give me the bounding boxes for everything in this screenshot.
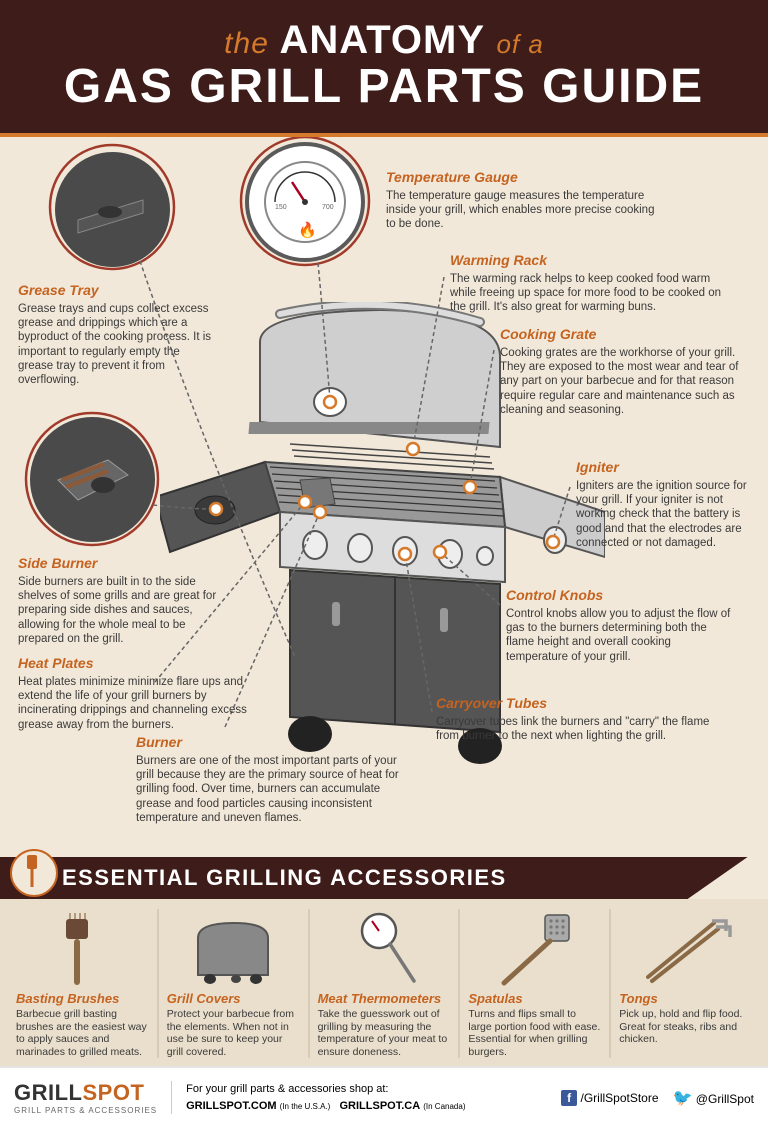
temp-gauge-text: The temperature gauge measures the tempe… bbox=[386, 189, 656, 232]
facebook-handle: /GrillSpotStore bbox=[581, 1091, 659, 1105]
temp-gauge-callout: Temperature Gauge The temperature gauge … bbox=[386, 169, 656, 232]
accessory-text: Turns and flips small to large portion f… bbox=[468, 1008, 601, 1058]
flame-icon: 🔥 bbox=[298, 221, 317, 239]
accessory-text: Barbecue grill basting brushes are the e… bbox=[16, 1008, 149, 1058]
warming-rack-title: Warming Rack bbox=[450, 252, 730, 270]
social-links: f /GrillSpotStore 🐦 @GrillSpot bbox=[561, 1088, 754, 1108]
warming-rack-callout: Warming Rack The warming rack helps to k… bbox=[450, 252, 730, 315]
svg-text:700: 700 bbox=[322, 204, 334, 211]
accessory-text: Take the guesswork out of grilling by me… bbox=[318, 1008, 451, 1058]
side-burner-detail-circle bbox=[30, 417, 155, 542]
accessories-grid: Basting Brushes Barbecue grill basting b… bbox=[0, 899, 768, 1066]
side-burner-text: Side burners are built in to the side sh… bbox=[18, 575, 228, 647]
facebook-icon: f bbox=[561, 1090, 577, 1106]
control-knobs-title: Control Knobs bbox=[506, 587, 736, 605]
accessory-text: Pick up, hold and flip food. Great for s… bbox=[619, 1008, 752, 1046]
grill-cover-icon bbox=[167, 909, 300, 991]
diagram-area: 150 700 🔥 bbox=[0, 137, 768, 857]
burner-title: Burner bbox=[136, 734, 411, 752]
temp-gauge-title: Temperature Gauge bbox=[386, 169, 656, 187]
facebook-link[interactable]: f /GrillSpotStore bbox=[561, 1090, 658, 1106]
knob bbox=[303, 531, 327, 559]
grill-lid-group bbox=[248, 305, 500, 447]
heat-plate-peek bbox=[300, 478, 335, 508]
carryover-tubes-title: Carryover Tubes bbox=[436, 695, 726, 713]
basting-brush-icon bbox=[16, 909, 149, 991]
side-burner-callout: Side Burner Side burners are built in to… bbox=[18, 555, 228, 646]
shop-ca-link[interactable]: GRILLSPOT.CA bbox=[340, 1100, 421, 1112]
side-burner-hole bbox=[195, 496, 235, 524]
heat-plates-text: Heat plates minimize minimize flare ups … bbox=[18, 675, 248, 733]
tongs-icon bbox=[619, 909, 752, 991]
igniter-callout: Igniter Igniters are the ignition source… bbox=[576, 459, 751, 550]
temperature-gauge-detail: 150 700 🔥 bbox=[245, 142, 365, 262]
cooking-grate-text: Cooking grates are the workhorse of your… bbox=[500, 346, 745, 418]
control-knobs-callout: Control Knobs Control knobs allow you to… bbox=[506, 587, 736, 664]
spatula-icon bbox=[24, 855, 40, 887]
accessory-title: Meat Thermometers bbox=[318, 991, 451, 1006]
igniter-knob bbox=[477, 547, 493, 565]
title-line2: GAS GRILL PARTS GUIDE bbox=[12, 63, 756, 111]
title-header: the ANATOMY of a GAS GRILL PARTS GUIDE bbox=[0, 0, 768, 137]
spatula-icon bbox=[468, 909, 601, 991]
accessory-item: Spatulas Turns and flips small to large … bbox=[460, 909, 611, 1058]
brand-logo: GRILLSPOT GRILL PARTS & ACCESSORIES bbox=[14, 1080, 157, 1115]
brand-name-grill: GRILL bbox=[14, 1080, 83, 1105]
heat-plates-callout: Heat Plates Heat plates minimize minimiz… bbox=[18, 655, 248, 732]
accessory-item: Meat Thermometers Take the guesswork out… bbox=[310, 909, 461, 1058]
burner-callout: Burner Burners are one of the most impor… bbox=[136, 734, 411, 825]
accessories-header: ESSENTIAL GRILLING ACCESSORIES bbox=[0, 857, 768, 899]
shop-intro: For your grill parts & accessories shop … bbox=[186, 1081, 465, 1098]
accessory-item: Grill Covers Protect your barbecue from … bbox=[159, 909, 310, 1058]
accessory-title: Basting Brushes bbox=[16, 991, 149, 1006]
grease-tray-title: Grease Tray bbox=[18, 282, 213, 300]
twitter-handle: @GrillSpot bbox=[696, 1092, 754, 1106]
side-knob bbox=[544, 527, 566, 553]
accessories-title: ESSENTIAL GRILLING ACCESSORIES bbox=[62, 865, 507, 890]
carryover-tubes-text: Carryover tubes link the burners and "ca… bbox=[436, 715, 726, 744]
accessory-title: Tongs bbox=[619, 991, 752, 1006]
carryover-tubes-callout: Carryover Tubes Carryover tubes link the… bbox=[436, 695, 726, 743]
igniter-title: Igniter bbox=[576, 459, 751, 477]
accessory-item: Tongs Pick up, hold and flip food. Great… bbox=[611, 909, 760, 1058]
brand-tagline: GRILL PARTS & ACCESSORIES bbox=[14, 1106, 157, 1115]
grease-tray-text: Grease trays and cups collect excess gre… bbox=[18, 302, 213, 388]
knob bbox=[348, 534, 372, 562]
knob bbox=[393, 537, 417, 565]
shop-ca-note: (In Canada) bbox=[423, 1102, 465, 1111]
heat-plates-title: Heat Plates bbox=[18, 655, 248, 673]
cooking-grate-title: Cooking Grate bbox=[500, 326, 745, 344]
twitter-icon: 🐦 bbox=[673, 1090, 693, 1107]
knob bbox=[438, 540, 462, 568]
igniter-text: Igniters are the ignition source for you… bbox=[576, 479, 751, 551]
title-ofa: of a bbox=[496, 29, 543, 59]
twitter-link[interactable]: 🐦 @GrillSpot bbox=[673, 1088, 754, 1108]
meat-thermometer-icon bbox=[318, 909, 451, 991]
shop-us-link[interactable]: GRILLSPOT.COM bbox=[186, 1100, 276, 1112]
accessories-section: ESSENTIAL GRILLING ACCESSORIES Basting B… bbox=[0, 857, 768, 1066]
shop-us-note: (In the U.S.A.) bbox=[280, 1102, 331, 1111]
accessory-item: Basting Brushes Barbecue grill basting b… bbox=[8, 909, 159, 1058]
svg-text:150: 150 bbox=[275, 204, 287, 211]
side-burner-title: Side Burner bbox=[18, 555, 228, 573]
footer: GRILLSPOT GRILL PARTS & ACCESSORIES For … bbox=[0, 1066, 768, 1127]
gauge-on-lid bbox=[314, 388, 346, 416]
accessory-title: Spatulas bbox=[468, 991, 601, 1006]
accessory-text: Protect your barbecue from the elements.… bbox=[167, 1008, 300, 1058]
grease-tray-detail-circle bbox=[55, 152, 170, 267]
warming-rack-text: The warming rack helps to keep cooked fo… bbox=[450, 272, 730, 315]
title-line1: the ANATOMY of a bbox=[12, 18, 756, 63]
cooking-grate-callout: Cooking Grate Cooking grates are the wor… bbox=[500, 326, 745, 417]
burner-text: Burners are one of the most important pa… bbox=[136, 754, 411, 826]
accessory-title: Grill Covers bbox=[167, 991, 300, 1006]
grease-tray-callout: Grease Tray Grease trays and cups collec… bbox=[18, 282, 213, 388]
shop-info: For your grill parts & accessories shop … bbox=[171, 1081, 465, 1114]
control-knobs-text: Control knobs allow you to adjust the fl… bbox=[506, 607, 736, 665]
brand-name-spot: SPOT bbox=[83, 1080, 145, 1105]
title-the: the bbox=[224, 27, 269, 60]
title-anatomy: ANATOMY bbox=[280, 18, 485, 62]
